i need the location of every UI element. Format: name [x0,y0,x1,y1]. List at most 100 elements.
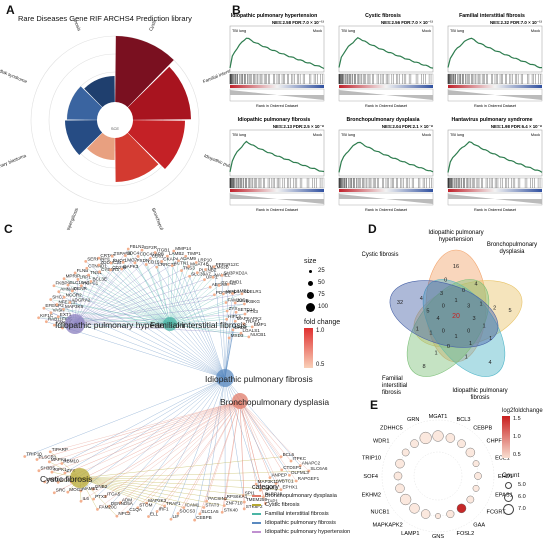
es-frame [447,129,543,177]
gsea-plot-title: Cystic fibrosis [365,13,401,19]
radial-sector [115,36,174,108]
network-edge [137,400,241,508]
venn-count: 1 [465,355,468,361]
size-legend: 25 50 75 100 [304,265,364,313]
network-edge [239,400,292,462]
gene-label: PACSIN2 [208,496,228,501]
venn-count: 4 [436,316,439,322]
network-edge [169,319,227,325]
enrichment-curve [338,141,434,173]
rank-colorbar [448,189,542,192]
e-gene-label: GRN [407,417,419,423]
venn-count: 1 [454,298,457,304]
gsea-plot-stats: NES:2.13 FDR:2.5 × 10⁻⁸ [273,124,324,129]
legend-right: Mock [531,29,540,33]
gene-node [120,267,124,271]
category-label: Bronchopulmonary dysplasia [265,492,337,499]
gene-node [123,254,127,258]
network-edge [93,400,241,490]
gene-node [233,301,237,305]
gene-label: IKBKG [246,299,260,304]
network-edge [154,252,171,325]
e-count-item: 7.0 [502,503,548,515]
gsea-plot-title: Hantavirus pulmonary syndrome [451,117,532,123]
gene-node [184,254,188,258]
gene-node [163,504,166,508]
network-edge [74,260,179,325]
e-gene-label: FOSL2 [457,531,475,537]
gene-node [107,504,111,508]
gene-label: BCL6 [283,452,295,457]
network-edge [169,310,228,325]
e-gene-label: MAPKAPK2 [373,523,403,529]
gene-label: PPP1R12C [216,262,240,267]
size-legend-title: size [304,258,317,265]
gene-node [169,517,173,521]
e-dot [472,485,480,492]
gene-label: MMP14 [175,246,191,251]
gene-label: ZYX [66,468,75,473]
category-legend-title: category [252,484,279,491]
rank-colorbar [339,189,433,192]
gene-label: TRIP10 [26,452,42,457]
e-dot [457,439,466,448]
gene-node [247,335,251,339]
gene-label: NAMEL [82,486,98,491]
gene-label: TMEM63B [207,265,229,270]
category-label: Idiopathic pulmonary hypertension [265,528,351,535]
network-edge [43,308,171,325]
gene-label: WDR1 [60,477,74,482]
network-edge [194,377,226,521]
gene-label: MOG2 [69,487,83,492]
e-gene-label: LAMP1 [401,531,419,537]
size-legend-item: 100 [304,301,364,313]
gene-label: GBP1 [46,477,59,482]
network-edge [169,277,214,325]
network-edge [169,250,174,325]
venn-ellipse [425,249,487,363]
network-edge [156,400,241,512]
gsea-plot-stats: NES:2.56 FDR:7.0 × 10⁻¹¹ [381,20,434,25]
gene-label: RBM10 [63,459,79,464]
legend-right: Mock [313,29,322,33]
fold-colorbar [304,328,313,368]
network-edge [169,294,215,325]
hub-label: Familial interstitial fibrosis [150,320,247,330]
gene-node [119,501,122,505]
venn-count: 20 [452,313,460,320]
gene-label: ZNF710 [226,501,243,506]
gene-label: RAB11FIP5 [48,317,72,322]
radial-sector [84,76,115,108]
network-edge [239,400,282,490]
gene-node [85,266,89,270]
e-gene-label: EHD1 [498,474,513,480]
venn-count: 16 [453,264,459,270]
fold-value-low: 0.5 [316,362,325,368]
network-edge [169,302,227,325]
e-dot [409,503,420,514]
e-dot [432,430,444,442]
network-edge [58,400,241,483]
network-edge [74,313,246,325]
fold-legend: 1.0 0.5 [304,328,364,368]
network-edge [172,265,226,379]
network-edge [81,285,226,379]
gene-label: SOCS3 [180,509,196,514]
size-legend-label: 50 [318,280,325,286]
gene-node [133,261,137,265]
gene-label: NUCB1 [250,332,266,337]
network-edge [169,323,253,328]
gene-label: STK8F2 [246,504,263,509]
network-edge [24,377,226,457]
gene-node [288,473,291,477]
e-dot [472,460,480,467]
es-frame [338,129,434,177]
gene-node [155,510,159,513]
enrichment-curve [229,140,325,173]
venn-count: 1 [469,341,472,347]
size-legend-dot [308,269,312,273]
e-gene-label: BCL3 [457,417,471,423]
gene-label: ITGB1 [157,248,171,253]
